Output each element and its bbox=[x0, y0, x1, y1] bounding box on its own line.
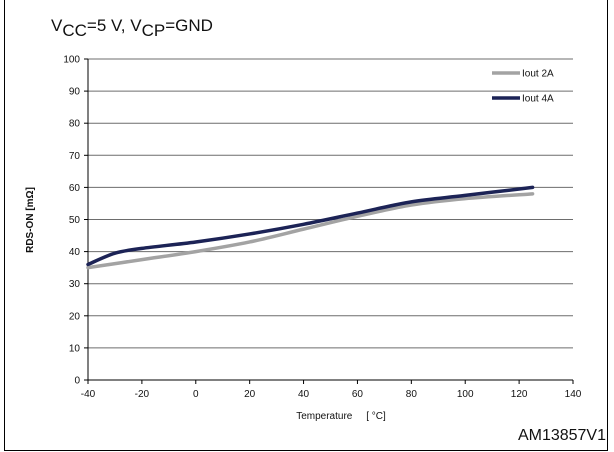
x-tick-label: -20 bbox=[135, 389, 150, 400]
y-tick-label: 20 bbox=[69, 311, 81, 322]
vcp-subscript: CP bbox=[141, 21, 166, 40]
figure-frame bbox=[4, 0, 608, 451]
y-tick-label: 60 bbox=[69, 183, 81, 194]
y-tick-label: 70 bbox=[69, 151, 81, 162]
x-tick-label: 140 bbox=[565, 389, 582, 400]
legend-label-2: Iout 4A bbox=[522, 94, 554, 105]
x-tick-label: 120 bbox=[511, 389, 528, 400]
series-line-2 bbox=[86, 185, 535, 267]
x-tick-label: 100 bbox=[457, 389, 474, 400]
vcp-symbol: V bbox=[130, 16, 142, 35]
y-tick-label: 10 bbox=[69, 343, 81, 354]
vcc-subscript: CC bbox=[62, 21, 87, 40]
test-condition-label: VCC=5 V, VCP=GND bbox=[51, 16, 213, 41]
legend-label-1: Iout 2A bbox=[522, 69, 554, 80]
x-tick-label: -40 bbox=[81, 389, 96, 400]
figure-id: AM13857V1 bbox=[517, 427, 606, 444]
x-tick-label: 0 bbox=[193, 389, 199, 400]
series-line-1 bbox=[86, 192, 535, 270]
y-tick-label: 100 bbox=[63, 55, 80, 66]
grid-layer bbox=[88, 58, 573, 349]
x-tick-label: 20 bbox=[244, 389, 256, 400]
y-tick-label: 90 bbox=[69, 87, 81, 98]
y-axis-label: RDS-ON [mΩ] bbox=[25, 187, 36, 253]
y-tick-label: 50 bbox=[69, 215, 81, 226]
axis-layer: 0 10 20 30 40 50 60 70 80 90 100 -40 -20 0 20 40 60 80 100… bbox=[63, 55, 581, 401]
y-tick-label: 40 bbox=[69, 247, 81, 258]
x-tick-label: 80 bbox=[406, 389, 418, 400]
y-tick-label: 0 bbox=[74, 376, 80, 387]
x-axis-label: Temperature [ °C] bbox=[296, 411, 386, 422]
vcc-value: =5 V, bbox=[86, 16, 131, 35]
vcp-value: =GND bbox=[165, 16, 213, 35]
y-tick-label: 30 bbox=[69, 279, 81, 290]
series-layer bbox=[86, 185, 535, 270]
vcc-symbol: V bbox=[51, 16, 63, 35]
legend: Iout 2A Iout 4A bbox=[492, 69, 554, 105]
x-tick-label: 60 bbox=[352, 389, 364, 400]
y-tick-label: 80 bbox=[69, 119, 81, 130]
x-tick-label: 40 bbox=[298, 389, 310, 400]
